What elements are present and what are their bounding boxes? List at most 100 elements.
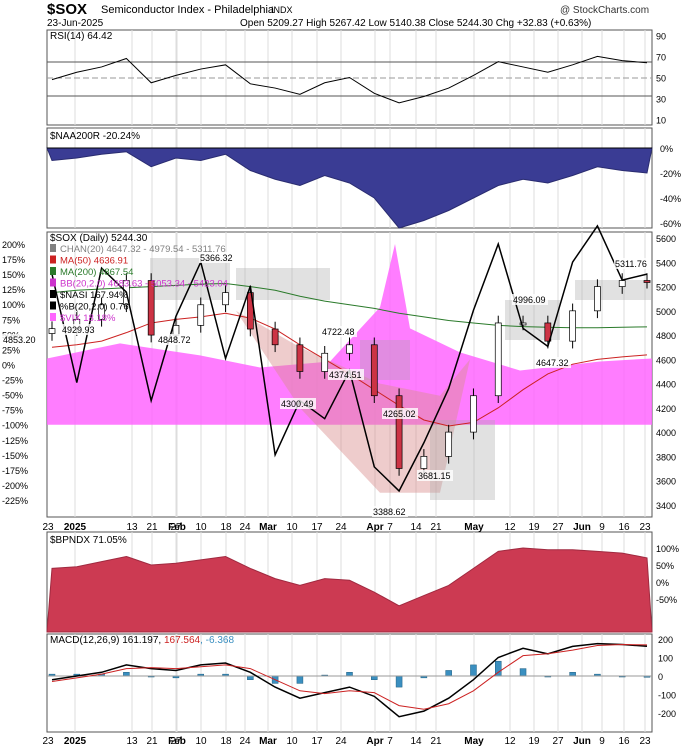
- candle-body: [544, 322, 552, 342]
- x-label: 23: [42, 522, 54, 533]
- x-label: 16: [618, 522, 630, 533]
- x-label-bottom: 2025: [64, 736, 87, 747]
- candle-body: [271, 328, 279, 346]
- rsi-tick-label: 90: [656, 31, 666, 41]
- price-tick-label: 5000: [656, 307, 676, 317]
- x-label-bottom: Jun: [573, 736, 591, 747]
- x-label: 21: [146, 522, 158, 533]
- price-annotation: 4300.49: [281, 399, 314, 409]
- macd-tick-label: 0: [658, 672, 663, 682]
- exchange: INDX: [271, 5, 293, 15]
- x-label: 14: [410, 522, 422, 533]
- x-label: 7: [387, 522, 393, 533]
- price-tick-label: 4400: [656, 380, 676, 390]
- legend-swatch: [50, 290, 56, 298]
- candle-body: [296, 344, 304, 372]
- naa-tick-label: 0%: [660, 144, 673, 154]
- price-tick-label: 5600: [656, 234, 676, 244]
- date: 23-Jun-2025: [47, 18, 104, 29]
- price-annotation: 4647.32: [536, 358, 569, 368]
- legend-swatch: [50, 267, 56, 275]
- rsi-line: [51, 55, 648, 104]
- candle-body: [519, 322, 527, 326]
- x-label: May: [464, 522, 484, 533]
- bpndx-tick-label: 100%: [656, 544, 679, 554]
- x-label: 17: [311, 522, 323, 533]
- x-label-bottom: 7: [387, 736, 393, 747]
- x-label-bottom: Feb: [168, 736, 186, 747]
- rsi-tick-label: 70: [656, 52, 666, 62]
- macd-hist-bar: [519, 668, 527, 677]
- bpndx-tick-label: 50%: [656, 561, 674, 571]
- price-tick-label: 4000: [656, 428, 676, 438]
- candle-body: [172, 325, 180, 336]
- macd-signal-line: [51, 644, 648, 710]
- x-label: 24: [239, 522, 251, 533]
- x-label-bottom: 27: [552, 736, 564, 747]
- x-label-bottom: 13: [126, 736, 138, 747]
- annotation-bg: [382, 408, 418, 419]
- x-label-bottom: 10: [286, 736, 298, 747]
- naa-label: $NAA200R -20.24%: [50, 131, 140, 142]
- candle-body: [98, 304, 105, 320]
- macd-hist-bar: [346, 672, 353, 677]
- macd-hist-bar: [371, 675, 378, 680]
- candle-body: [370, 344, 378, 397]
- price-annotation: 4848.72: [158, 335, 191, 345]
- x-label-bottom: 23: [42, 736, 54, 747]
- x-label: 19: [528, 522, 540, 533]
- pct-tick-label: -125%: [2, 436, 28, 446]
- pct-tick-label: -200%: [2, 481, 28, 491]
- x-label-bottom: 24: [335, 736, 347, 747]
- price-annotation: 5366.32: [200, 253, 233, 263]
- annotation-bg: [614, 258, 650, 269]
- copyright: @ StockCharts.com: [560, 5, 649, 16]
- x-label: 12: [504, 522, 516, 533]
- bb-channel-area: [236, 310, 470, 493]
- macd-hist-bar: [470, 664, 477, 677]
- legend-entry: MA(200) 4867.54: [60, 267, 133, 278]
- x-label-bottom: 21: [430, 736, 442, 747]
- candle-body: [643, 280, 651, 283]
- legend-entry: $NASI 167.94%: [60, 290, 128, 301]
- pct-tick-label: -225%: [2, 496, 28, 506]
- legend-entry: %B(20,2.0) 0.76: [60, 302, 129, 313]
- macd-hist-bar: [569, 672, 576, 677]
- x-label-bottom: 9: [599, 736, 605, 747]
- candle-body: [147, 280, 155, 336]
- annotation-bg: [328, 369, 364, 380]
- x-label-bottom: 17: [311, 736, 323, 747]
- pct-tick-label: 175%: [2, 255, 25, 265]
- annotation-bg: [417, 470, 453, 481]
- macd-hist-bar: [123, 672, 130, 677]
- candle-body: [346, 344, 353, 354]
- macd-hist-bar: [445, 670, 452, 677]
- legend-swatch: [50, 244, 56, 252]
- candle-body: [470, 395, 477, 433]
- legend-swatch: [50, 255, 56, 264]
- x-label: 10: [286, 522, 298, 533]
- x-label-bottom: 21: [146, 736, 158, 747]
- macd-tick-label: 100: [658, 654, 673, 664]
- ohlc: Open 5209.27 High 5267.42 Low 5140.38 Cl…: [240, 18, 591, 29]
- price-tick-label: 4600: [656, 355, 676, 365]
- candle-body: [420, 456, 428, 469]
- price-annotation: 3681.15: [418, 471, 451, 481]
- x-label-bottom: 16: [618, 736, 630, 747]
- x-label: 24: [335, 522, 347, 533]
- annotation-bg: [157, 334, 193, 345]
- legend-entry: $VIX 18.18%: [60, 313, 116, 324]
- macd-hist-bar: [296, 675, 304, 684]
- candle-body: [494, 322, 502, 397]
- naa-tick-label: -20%: [660, 169, 681, 179]
- x-label-bottom: Apr: [366, 736, 383, 747]
- macd-tick-label: -200: [658, 709, 676, 719]
- annotation-bg: [535, 357, 571, 368]
- candle-body: [197, 304, 205, 326]
- naa-area: [46, 147, 653, 229]
- x-label-bottom: Mar: [259, 736, 277, 747]
- pct-tick-label: -100%: [2, 421, 28, 431]
- x-label: 9: [599, 522, 605, 533]
- price-annotation: 4265.02: [383, 409, 416, 419]
